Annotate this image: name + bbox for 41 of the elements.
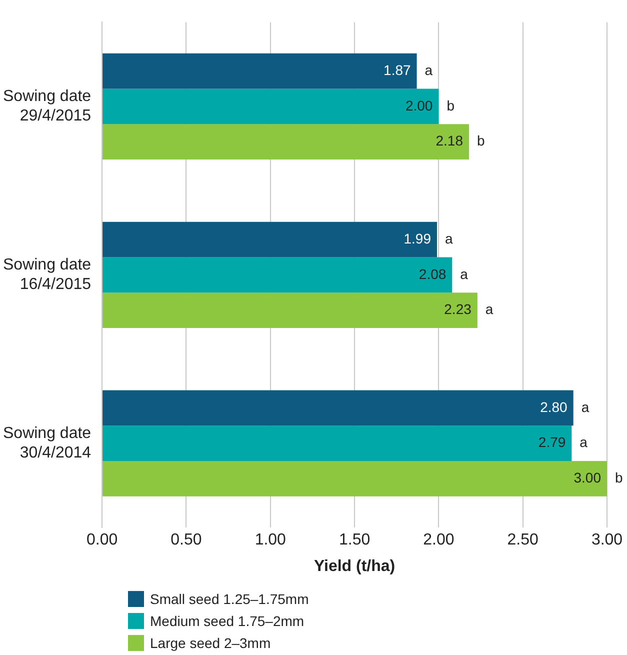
- x-tick-label: 0.00: [86, 532, 118, 549]
- annotation: a: [424, 62, 433, 78]
- y-tick-label: Sowing date 30/4/2014: [3, 425, 92, 462]
- bar: [102, 88, 439, 124]
- bar: [102, 53, 417, 89]
- x-axis-title: Yield (t/ha): [314, 558, 396, 575]
- bar: [102, 426, 572, 462]
- y-tick-label: Sowing date 16/4/2015: [3, 256, 92, 293]
- annotation: a: [445, 230, 454, 246]
- x-tick-label: 1.50: [338, 532, 370, 549]
- x-tick-label: 0.50: [170, 532, 202, 549]
- bar: [102, 292, 478, 328]
- data-label: 2.00: [405, 97, 433, 114]
- x-tick-label: 3.00: [591, 532, 623, 549]
- legend-label: Medium seed 1.75–2mm: [150, 613, 304, 629]
- text: b: [615, 470, 623, 486]
- annotation: a: [485, 301, 494, 318]
- data-label: 2.08: [418, 266, 446, 282]
- data-label: 2.79: [538, 434, 566, 450]
- bar: [102, 390, 574, 426]
- bar: [102, 257, 452, 293]
- y-tick-label: Sowing date 29/4/2015: [3, 88, 92, 124]
- annotation: a: [460, 266, 468, 282]
- x-tick-label: 1.00: [254, 532, 286, 549]
- data-label: 2.18: [436, 132, 464, 149]
- data-label: 1.99: [404, 230, 432, 246]
- legend-label: Large seed 2–3mm: [150, 635, 271, 651]
- x-tick-label: 2.50: [507, 532, 539, 549]
- annotation: b: [476, 132, 485, 149]
- bar: [102, 124, 469, 160]
- annotation: a: [580, 434, 588, 450]
- x-tick-label: 2.00: [423, 532, 454, 549]
- annotation: b: [446, 97, 455, 114]
- legend-label: Small seed 1.25–1.75mm: [150, 591, 309, 607]
- data-label: 2.23: [444, 301, 472, 318]
- data-label: 2.80: [540, 398, 568, 415]
- bar: [102, 222, 438, 258]
- data-label: 3.00: [574, 470, 602, 486]
- data-label: 1.87: [384, 62, 412, 78]
- bar: [102, 461, 607, 496]
- annotation: a: [581, 398, 590, 415]
